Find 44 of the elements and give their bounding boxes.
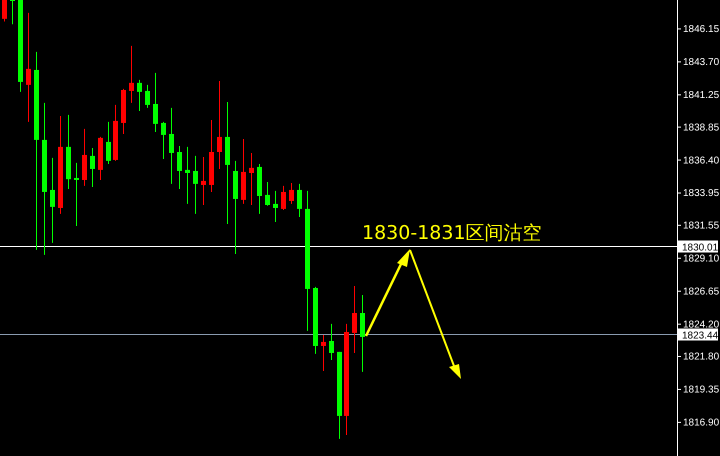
candlestick xyxy=(281,185,286,210)
ref-line-label: 1823.44 xyxy=(682,330,719,342)
y-tick-label: 1841.25 xyxy=(683,90,720,102)
candlestick xyxy=(289,182,294,204)
candlestick xyxy=(297,183,302,218)
candlestick xyxy=(90,147,95,188)
candlestick xyxy=(360,294,365,372)
candlestick xyxy=(217,80,222,170)
annotation: 1830-1831区间沽空 xyxy=(362,222,542,244)
y-tick-label: 1816.90 xyxy=(683,418,720,429)
candlestick xyxy=(153,72,158,132)
candlestick xyxy=(249,152,254,206)
candlestick xyxy=(26,12,31,122)
y-tick-label: 1821.80 xyxy=(683,352,720,363)
candlestick xyxy=(137,79,142,112)
y-tick-label: 1833.95 xyxy=(683,188,720,200)
y-tick-label: 1826.65 xyxy=(683,286,720,298)
candlestick xyxy=(201,156,206,206)
candlestick xyxy=(193,155,198,214)
y-tick-label: 1829.10 xyxy=(683,253,720,264)
candlestick xyxy=(185,146,190,204)
y-tick-label: 1836.40 xyxy=(683,155,720,166)
candlestick xyxy=(129,45,134,104)
candlestick xyxy=(161,121,166,160)
ref-line-label: 1830.01 xyxy=(682,242,719,254)
candlestick xyxy=(2,0,7,22)
candlestick xyxy=(10,0,15,25)
candlestick xyxy=(265,181,270,206)
y-tick-label: 1831.55 xyxy=(683,220,720,232)
candlestick xyxy=(329,323,334,360)
y-tick-label: 1824.20 xyxy=(683,319,720,330)
candlestick xyxy=(106,121,111,164)
candlestick xyxy=(273,190,278,222)
y-tick-label: 1838.85 xyxy=(683,122,720,134)
candlestick xyxy=(352,285,357,354)
candlestick xyxy=(74,162,79,226)
candlestick xyxy=(145,84,150,108)
candlestick xyxy=(50,157,55,244)
y-tick-label: 1843.70 xyxy=(683,57,720,68)
candlestick xyxy=(177,145,182,190)
y-tick-label: 1846.15 xyxy=(683,24,720,36)
y-tick-label: 1819.35 xyxy=(683,384,720,396)
candlestick xyxy=(321,334,326,372)
candlestick xyxy=(169,107,174,184)
